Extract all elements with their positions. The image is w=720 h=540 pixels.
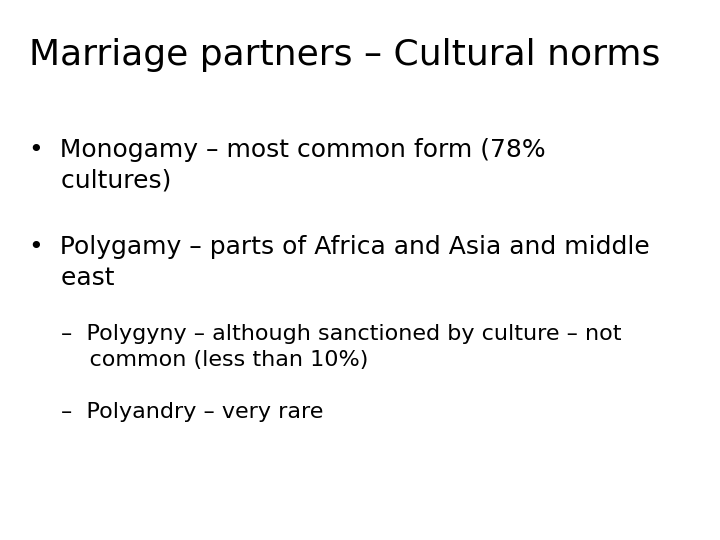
Text: •  Monogamy – most common form (78%
    cultures): • Monogamy – most common form (78% cultu… [29,138,546,192]
Text: •  Polygamy – parts of Africa and Asia and middle
    east: • Polygamy – parts of Africa and Asia an… [29,235,649,289]
Text: Marriage partners – Cultural norms: Marriage partners – Cultural norms [29,38,660,72]
Text: –  Polyandry – very rare: – Polyandry – very rare [61,402,323,422]
Text: –  Polygyny – although sanctioned by culture – not
    common (less than 10%): – Polygyny – although sanctioned by cult… [61,324,621,369]
